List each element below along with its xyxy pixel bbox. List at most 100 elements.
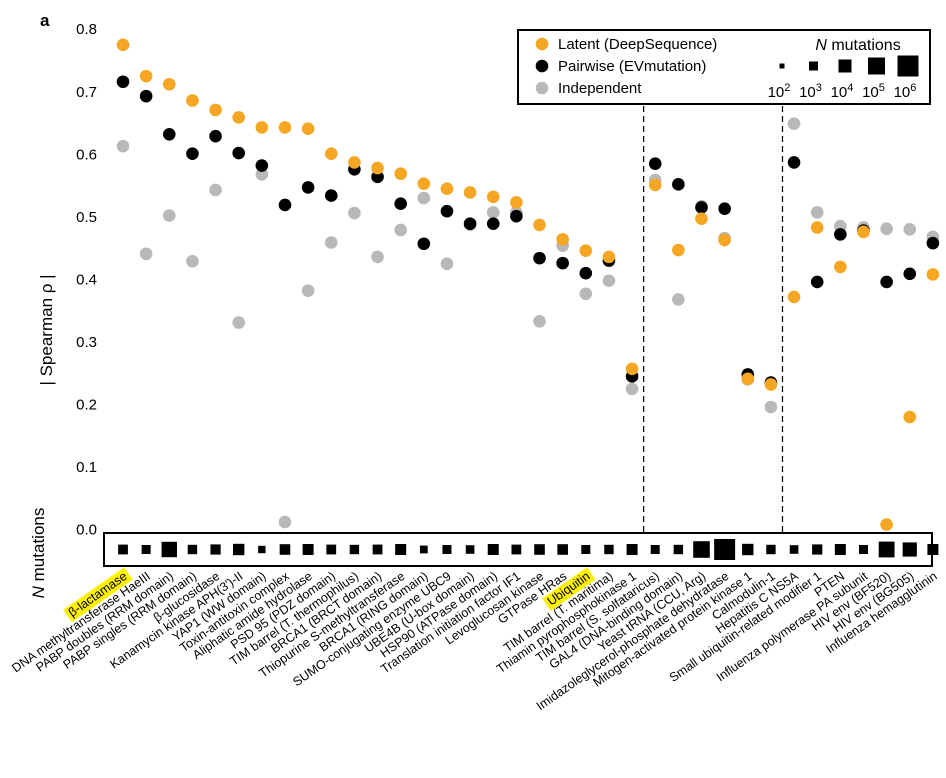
n-mutations-square (557, 544, 568, 555)
legend-size-label: 104 (831, 82, 854, 101)
latent-point (463, 186, 477, 199)
legend: Latent (DeepSequence) Pairwise (EVmutatio… (517, 29, 931, 105)
pairwise-point (834, 228, 847, 241)
independent-point (394, 223, 407, 237)
n-mutations-square (161, 541, 177, 558)
pairwise-point (510, 209, 523, 223)
pairwise-point (672, 178, 685, 191)
n-mutations-axis-title: N mutations (29, 508, 48, 599)
group-dividers (643, 106, 784, 533)
latent-point (625, 362, 639, 376)
legend-size-square (838, 59, 852, 73)
n-mutations-square (878, 541, 895, 558)
n-mutations-square (766, 544, 776, 555)
latent-point (440, 182, 454, 196)
latent-point (695, 212, 708, 226)
latent-point (510, 196, 523, 209)
n-mutations-square (349, 544, 360, 555)
pairwise-point (440, 204, 454, 218)
n-mutations-square (714, 539, 736, 560)
legend-box (517, 29, 931, 105)
latent-point (417, 177, 431, 190)
independent-point (301, 284, 315, 297)
legend-marker-pairwise (535, 59, 549, 73)
independent-point (348, 206, 361, 220)
legend-size-label: 103 (799, 82, 822, 101)
independent-point (764, 400, 778, 414)
latent-point (278, 121, 292, 134)
pairwise-point (139, 89, 153, 103)
pairwise-point (926, 236, 940, 250)
latent-point (255, 121, 269, 134)
independent-point (324, 236, 338, 249)
n-mutations-square (927, 544, 939, 555)
independent-point (139, 247, 153, 261)
n-mutations-square (604, 544, 614, 555)
n-mutations-square (673, 544, 684, 555)
n-mutations-square (302, 544, 314, 555)
independent-point (162, 209, 176, 222)
latent-point (602, 250, 616, 264)
n-mutations-square (258, 545, 266, 554)
n-mutations-square (581, 545, 591, 554)
pairwise-point (533, 251, 546, 265)
latent-point (579, 244, 593, 257)
independent-point (255, 168, 269, 181)
n-mutations-square (789, 545, 799, 554)
legend-label-latent: Latent (DeepSequence) (558, 36, 717, 53)
independent-point (903, 223, 917, 236)
independent-point (440, 257, 454, 271)
legend-size-square (868, 57, 885, 75)
y-tick-label: 0.4 (76, 271, 97, 288)
independent-point (672, 293, 685, 306)
latent-point (926, 268, 940, 281)
pairwise-point (324, 189, 338, 202)
latent-point (301, 122, 315, 135)
latent-point (672, 243, 685, 257)
legend-size-label: 105 (862, 82, 885, 101)
latent-point (162, 77, 176, 91)
pairwise-point (787, 156, 801, 169)
latent-point (648, 178, 662, 192)
latent-point (880, 518, 893, 531)
latent-point (834, 260, 847, 274)
pairwise-point (371, 170, 384, 184)
legend-label-pairwise: Pairwise (EVmutation) (558, 58, 706, 75)
latent-point (718, 233, 731, 247)
category-highlight (542, 567, 596, 611)
n-mutations-square (372, 544, 383, 555)
independent-point (417, 191, 431, 205)
n-mutations-square (233, 543, 245, 556)
legend-size-label: 102 (768, 82, 791, 101)
n-mutations-square (858, 545, 868, 554)
legend-label-independent: Independent (558, 80, 642, 97)
n-mutations-square (442, 545, 452, 554)
latent-point (903, 410, 917, 424)
y-tick-label: 0.2 (76, 397, 97, 414)
independent-point (232, 316, 245, 329)
n-mutations-square (465, 545, 475, 554)
n-mutations-square (187, 544, 198, 555)
pairwise-point (810, 275, 824, 289)
pairwise-point (695, 201, 708, 214)
latent-point (764, 378, 778, 391)
n-mutations-square (326, 544, 337, 555)
legend-marker-latent (535, 37, 549, 51)
pairwise-point (209, 129, 222, 143)
pairwise-point (903, 267, 917, 281)
latent-point (787, 290, 801, 304)
category-highlight (63, 567, 133, 623)
legend-size-square (779, 63, 785, 69)
n-mutations-square (626, 544, 638, 555)
pairwise-point (232, 146, 245, 160)
pairwise-point (186, 147, 199, 160)
n-mutations-square (693, 541, 710, 558)
latent-point (324, 147, 338, 160)
pairwise-point (255, 159, 269, 172)
panel-label: a (40, 11, 50, 30)
independent-point (278, 515, 292, 529)
legend-size-title: N mutations (815, 37, 900, 54)
pairwise-point (301, 181, 315, 194)
n-mutations-square (902, 542, 917, 557)
